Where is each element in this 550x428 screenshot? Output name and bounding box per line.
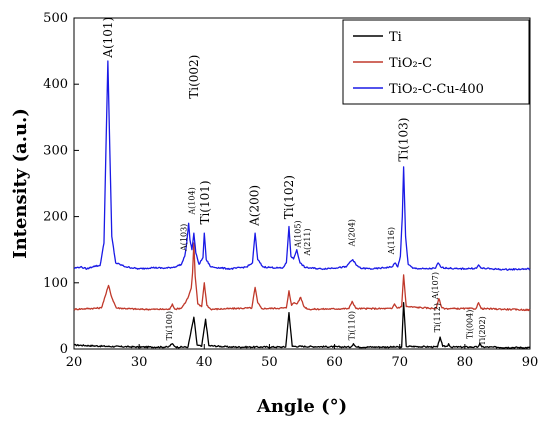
series-layer — [73, 60, 531, 349]
x-tick-label: 70 — [391, 355, 408, 370]
peak-annotation: Ti(002) — [187, 55, 201, 99]
peak-annotation: A(116) — [387, 227, 396, 255]
peak-annotation: Ti(112) — [433, 303, 442, 332]
peak-annotation: Ti(004) — [465, 310, 474, 339]
peak-annotation: Ti(110) — [348, 311, 357, 340]
series-line-0 — [73, 302, 531, 349]
peak-annotation: A(103) — [179, 224, 188, 252]
annotation-layer: A(101) Ti(002) A(103) A(104) Ti(101) A(200) Ti… — [101, 17, 487, 346]
peak-annotation: Ti(101) — [198, 180, 212, 224]
x-tick-label: 20 — [66, 355, 83, 370]
y-tick-label: 500 — [43, 11, 68, 26]
peak-annotation: A(101) — [101, 17, 115, 59]
series-line-2 — [73, 60, 531, 271]
peak-annotation: Ti(100) — [165, 311, 174, 340]
y-axis: 0 100 200 300 400 500 — [43, 11, 79, 357]
y-tick-label: 100 — [43, 276, 68, 291]
peak-annotation: Ti(202) — [478, 316, 487, 345]
peak-annotation: Ti(102) — [282, 175, 296, 219]
y-tick-label: 300 — [43, 143, 68, 158]
peak-annotation: A(200) — [247, 185, 261, 227]
legend-label: TiO₂-C — [389, 56, 432, 71]
y-axis-title: Intensity (a.u.) — [10, 108, 31, 259]
peak-annotation: A(104) — [187, 187, 196, 215]
y-tick-label: 400 — [43, 77, 68, 92]
peak-annotation: Ti(103) — [397, 118, 411, 162]
legend-label: Ti — [389, 30, 402, 45]
plot-area: A(101) Ti(002) A(103) A(104) Ti(101) A(200) Ti… — [73, 17, 531, 350]
x-tick-label: 50 — [261, 355, 278, 370]
peak-annotation: A(211) — [303, 228, 312, 256]
plot-frame — [73, 17, 531, 350]
legend: Ti TiO₂-C TiO₂-C-Cu-400 — [342, 19, 530, 105]
peak-annotation: A(105) — [293, 220, 302, 248]
x-tick-label: 30 — [131, 355, 148, 370]
x-tick-label: 90 — [522, 355, 539, 370]
x-tick-label: 60 — [326, 355, 343, 370]
y-tick-label: 200 — [43, 210, 68, 225]
series-line-1 — [73, 242, 531, 312]
y-tick-label: 0 — [60, 342, 68, 357]
x-axis: 20 30 40 50 60 70 80 90 — [66, 344, 539, 370]
x-tick-label: 40 — [196, 355, 213, 370]
peak-annotation: A(204) — [348, 219, 357, 247]
x-tick-label: 80 — [457, 355, 474, 370]
legend-label: TiO₂-C-Cu-400 — [389, 82, 484, 97]
x-axis-title: Angle (°) — [256, 396, 347, 417]
peak-annotation: A(107) — [431, 272, 440, 300]
